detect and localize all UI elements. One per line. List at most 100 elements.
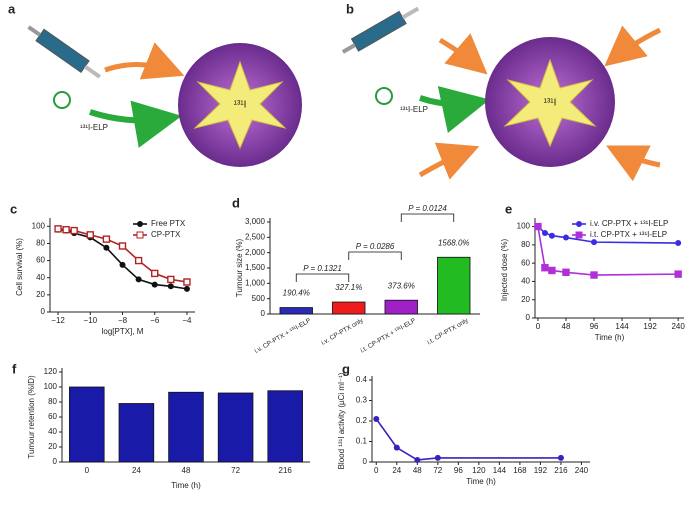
marker: [119, 261, 126, 268]
marker: [135, 276, 142, 283]
x-axis-label: Time (h): [466, 477, 496, 486]
x-tick-label: 216: [554, 466, 568, 475]
category-label: i.v. CP-PTX + ¹³¹I-ELP: [254, 317, 313, 355]
bar: [384, 299, 418, 315]
marker: [183, 285, 190, 292]
annotation: 190.4%: [283, 289, 310, 298]
marker: [541, 264, 549, 272]
legend-label: Free PTX: [151, 219, 186, 228]
panel-label: a: [8, 1, 16, 16]
x-tick-label: 192: [534, 466, 548, 475]
legend-marker: [136, 231, 144, 239]
marker: [557, 454, 564, 461]
marker: [591, 239, 598, 246]
x-tick-label: −12: [51, 316, 65, 325]
x-tick-label: 240: [575, 466, 589, 475]
x-tick-label: 0: [536, 322, 541, 331]
marker: [548, 266, 556, 275]
y-tick-label: 0: [53, 457, 58, 466]
marker: [434, 454, 441, 461]
marker: [151, 269, 159, 278]
y-tick-label: 0.2: [356, 416, 368, 425]
arrow: [104, 42, 185, 80]
x-tick-label: 216: [279, 466, 293, 475]
arrow: [419, 86, 490, 134]
series-line: [57, 228, 188, 283]
y-tick-label: 0: [41, 307, 46, 316]
x-axis-label: Time (h): [171, 481, 201, 490]
x-tick-label: 96: [590, 322, 599, 331]
y-tick-label: 3,000: [245, 217, 266, 226]
y-tick-label: 100: [517, 222, 531, 231]
series-line: [375, 418, 561, 461]
y-tick-label: 0.1: [356, 437, 368, 446]
agent-label: ¹³¹I-ELP: [80, 123, 108, 132]
bar: [168, 391, 204, 463]
p-value: P = 0.0286: [356, 242, 395, 251]
illustration-b: b ¹³¹I-ELP ¹³¹I: [341, 1, 662, 182]
marker: [562, 268, 570, 276]
y-tick-label: 80: [521, 240, 530, 249]
x-tick-label: 240: [671, 322, 685, 331]
panel-label: d: [232, 195, 240, 210]
illustration-a: a ¹³¹I-ELP ¹³¹I: [8, 1, 302, 167]
y-tick-label: 0: [363, 457, 368, 466]
atom-icon: [375, 87, 393, 105]
p-value: P = 0.0124: [408, 204, 447, 213]
marker: [548, 232, 555, 239]
annotation: 373.6%: [388, 281, 415, 290]
core-label: ¹³¹I: [544, 98, 557, 109]
bar: [267, 390, 303, 463]
y-tick-label: 80: [36, 239, 45, 248]
category-label: i.v. CP-PTX only: [320, 317, 365, 347]
marker: [167, 283, 174, 290]
y-tick-label: 1,000: [245, 278, 266, 287]
y-tick-label: 40: [36, 273, 45, 282]
y-tick-label: 60: [36, 256, 45, 265]
legend-marker: [137, 221, 143, 227]
arrow: [606, 145, 661, 182]
x-tick-label: −8: [118, 316, 128, 325]
y-tick-label: 1,500: [245, 263, 266, 272]
bracket: [400, 213, 455, 222]
bar: [217, 392, 254, 463]
x-tick-label: 48: [562, 322, 571, 331]
x-tick-label: 168: [513, 466, 527, 475]
x-tick-label: 24: [392, 466, 401, 475]
y-tick-label: 0.3: [356, 396, 368, 405]
marker: [86, 231, 94, 239]
x-tick-label: 144: [493, 466, 507, 475]
y-axis-label: Tumour retention (%ID): [27, 375, 36, 459]
bar: [69, 386, 105, 463]
y-tick-label: 20: [521, 295, 530, 304]
p-value: P = 0.1321: [303, 264, 342, 273]
y-axis-label: Tumour size (%): [235, 238, 244, 297]
panel-label: e: [505, 201, 512, 216]
series-line: [57, 228, 188, 290]
y-tick-label: 40: [521, 277, 530, 286]
bar: [437, 256, 471, 315]
annotation: 327.1%: [335, 283, 362, 292]
marker: [562, 234, 569, 241]
x-tick-label: −6: [150, 316, 160, 325]
y-tick-label: 0.4: [356, 375, 368, 384]
series-line: [537, 226, 679, 276]
arrow: [438, 33, 488, 75]
bar: [118, 403, 155, 463]
legend-marker: [575, 231, 583, 239]
arrow: [89, 100, 182, 148]
x-tick-label: −4: [182, 316, 192, 325]
y-tick-label: 20: [48, 442, 57, 451]
y-tick-label: 100: [32, 221, 46, 230]
x-tick-label: 0: [85, 466, 90, 475]
y-tick-label: 500: [252, 294, 266, 303]
marker: [54, 225, 62, 233]
y-tick-label: 60: [521, 258, 530, 267]
y-tick-label: 60: [48, 412, 57, 421]
x-tick-label: 72: [433, 466, 442, 475]
panel-label: c: [10, 201, 17, 216]
category-label: i.t. CP-PTX only: [426, 317, 470, 347]
y-tick-label: 120: [44, 367, 58, 376]
category-label: i.t. CP-PTX + ¹³¹I-ELP: [359, 317, 417, 354]
burst: [193, 60, 287, 150]
